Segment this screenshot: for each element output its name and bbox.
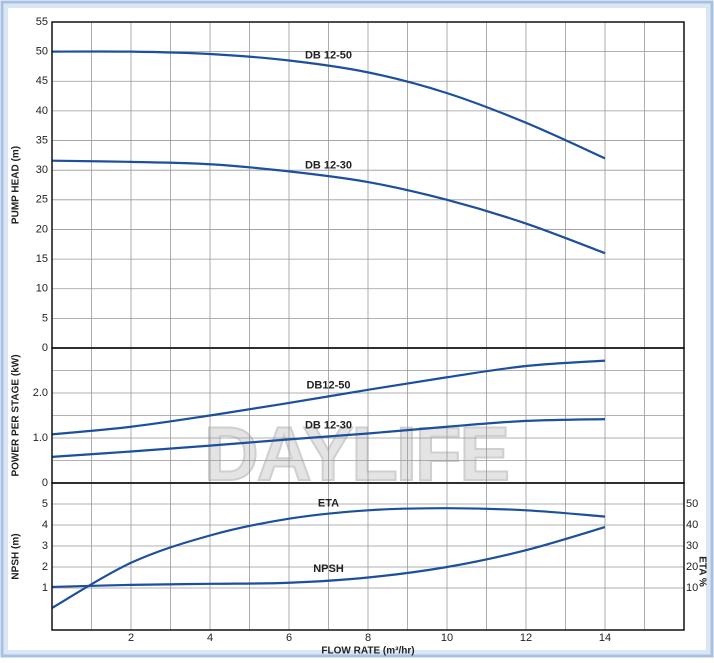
series-label: DB 12-30: [305, 160, 352, 172]
series-line: [51, 526, 606, 589]
background: [8, 8, 706, 650]
y-tick-label: 25: [36, 194, 48, 206]
series-label: NPSH: [313, 563, 344, 575]
x-tick-label: 12: [520, 632, 532, 644]
series-line: [51, 418, 606, 458]
x-tick-label: 10: [441, 632, 453, 644]
y-tick-label: 50: [36, 46, 48, 58]
y-tick-label: 55: [36, 16, 48, 28]
y-tick-label: 5: [42, 498, 48, 510]
y2-tick-label: 30: [686, 540, 698, 552]
y-tick-label: 20: [36, 223, 48, 235]
y-tick-label: 10: [36, 283, 48, 295]
y-axis-label: POWER PER STAGE (kW): [11, 354, 22, 476]
y-tick-label: 30: [36, 164, 48, 176]
plot-border: [51, 482, 685, 631]
x-tick-label: 14: [599, 632, 611, 644]
series-line: [51, 507, 606, 609]
y2-axis-label: ETA %: [696, 556, 707, 587]
series-line: [51, 359, 606, 436]
y-tick-label: 2.0: [33, 387, 48, 399]
y2-tick-label: 40: [686, 519, 698, 531]
y2-tick-label: 50: [686, 498, 698, 510]
y-tick-label: 1.0: [33, 432, 48, 444]
x-axis-label: FLOW RATE (m³/hr): [321, 646, 414, 657]
y-tick-label: 3: [42, 540, 48, 552]
x-tick-label: 4: [207, 632, 213, 644]
y-tick-label: 4: [42, 519, 48, 531]
y-tick-label: 40: [36, 105, 48, 117]
x-tick-label: 2: [128, 632, 134, 644]
series-label: DB 12-30: [305, 419, 352, 431]
x-tick-label: 6: [286, 632, 292, 644]
series-label: DB12-50: [306, 379, 350, 391]
y-tick-label: 45: [36, 75, 48, 87]
y-tick-label: 2: [42, 561, 48, 573]
series-label: DB 12-50: [305, 49, 352, 61]
y-axis-label: PUMP HEAD (m): [11, 146, 22, 224]
y-tick-label: 0: [42, 342, 48, 354]
y-tick-label: 15: [36, 253, 48, 265]
series-label: ETA: [318, 497, 339, 509]
y-tick-label: 35: [36, 134, 48, 146]
y-tick-label: 0: [42, 477, 48, 489]
y2-tick-label: 10: [686, 582, 698, 594]
series-line: [51, 50, 606, 160]
series-line: [51, 159, 606, 255]
y2-tick-label: 20: [686, 561, 698, 573]
y-tick-label: 1: [42, 582, 48, 594]
x-tick-label: 8: [365, 632, 371, 644]
y-axis-label: NPSH (m): [11, 533, 22, 579]
y-tick-label: 5: [42, 312, 48, 324]
